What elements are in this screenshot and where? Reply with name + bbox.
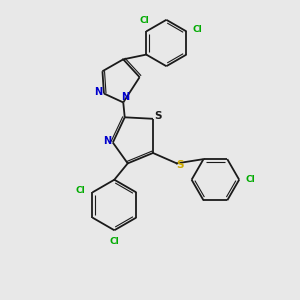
Text: S: S bbox=[154, 111, 162, 121]
Text: Cl: Cl bbox=[246, 175, 256, 184]
Text: N: N bbox=[121, 92, 129, 102]
Text: N: N bbox=[103, 136, 112, 146]
Text: Cl: Cl bbox=[110, 237, 119, 246]
Text: S: S bbox=[177, 160, 184, 170]
Text: N: N bbox=[94, 87, 103, 97]
Text: Cl: Cl bbox=[193, 26, 203, 34]
Text: Cl: Cl bbox=[75, 186, 85, 195]
Text: Cl: Cl bbox=[140, 16, 150, 25]
